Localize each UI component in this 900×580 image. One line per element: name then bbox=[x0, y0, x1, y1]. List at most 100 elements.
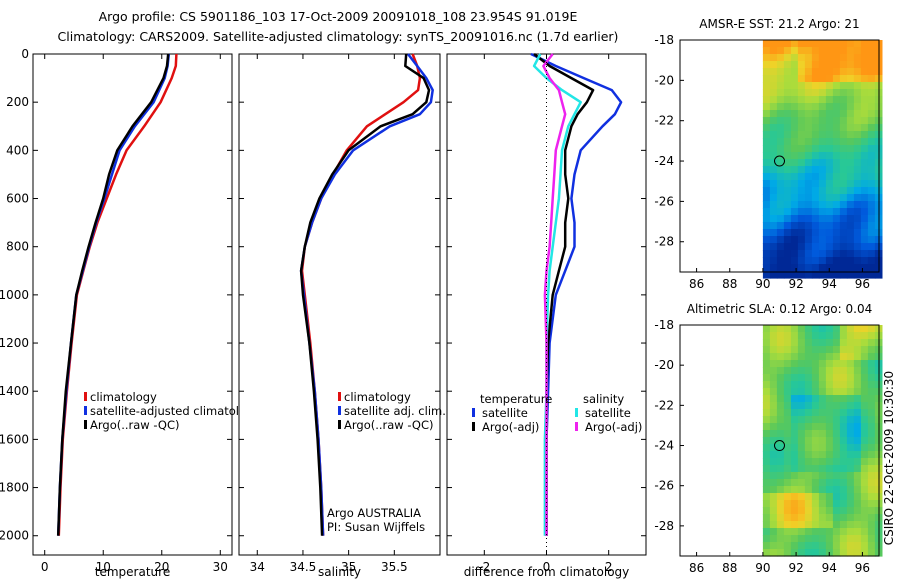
plot-frame bbox=[238, 53, 441, 556]
heatmap-cell bbox=[818, 180, 827, 188]
heatmap-cell bbox=[776, 124, 785, 132]
heatmap-cell bbox=[839, 61, 848, 69]
heatmap-cell bbox=[846, 61, 855, 69]
heatmap-cell bbox=[839, 332, 848, 340]
heatmap-cell bbox=[867, 117, 876, 125]
heatmap-cell bbox=[860, 82, 869, 90]
heatmap-cell bbox=[832, 535, 841, 543]
heatmap-cell bbox=[846, 549, 855, 557]
heatmap-cell bbox=[825, 542, 834, 550]
heatmap-cell bbox=[776, 61, 785, 69]
heatmap-cell bbox=[825, 194, 834, 202]
heatmap-cell bbox=[776, 215, 785, 223]
heatmap-cell bbox=[853, 423, 862, 431]
heatmap-cell bbox=[832, 131, 841, 139]
heatmap-cell bbox=[797, 360, 806, 368]
heatmap-cell bbox=[762, 194, 771, 202]
heatmap-cell bbox=[797, 367, 806, 375]
y-tick-label: 1000 bbox=[0, 288, 29, 302]
heatmap-cell bbox=[783, 381, 792, 389]
heatmap-cell bbox=[832, 381, 841, 389]
heatmap-cell bbox=[811, 131, 820, 139]
heatmap-cell bbox=[769, 416, 778, 424]
heatmap-cell bbox=[762, 180, 771, 188]
heatmap-cell bbox=[776, 381, 785, 389]
heatmap-cell bbox=[790, 514, 799, 522]
heatmap-cell bbox=[762, 201, 771, 209]
heatmap-cell bbox=[832, 110, 841, 118]
legend-swatch bbox=[472, 408, 475, 417]
heatmap-cell bbox=[769, 521, 778, 529]
heatmap-cell bbox=[825, 236, 834, 244]
heatmap-cell bbox=[825, 332, 834, 340]
heatmap-cell bbox=[846, 131, 855, 139]
heatmap-cell bbox=[804, 507, 813, 515]
heatmap-cell bbox=[783, 360, 792, 368]
heatmap-cell bbox=[776, 47, 785, 55]
heatmap-cell bbox=[804, 521, 813, 529]
heatmap-cell bbox=[783, 61, 792, 69]
heatmap-cell bbox=[783, 339, 792, 347]
heatmap-cell bbox=[769, 514, 778, 522]
heatmap-cell bbox=[860, 257, 869, 265]
heatmap-cell bbox=[860, 339, 869, 347]
heatmap-cell bbox=[867, 131, 876, 139]
heatmap-cell bbox=[846, 208, 855, 216]
heatmap-cell bbox=[804, 395, 813, 403]
heatmap-cell bbox=[769, 243, 778, 251]
heatmap-cell bbox=[853, 402, 862, 410]
heatmap-cell bbox=[860, 409, 869, 417]
heatmap-cell bbox=[762, 68, 771, 76]
heatmap-cell bbox=[818, 437, 827, 445]
heatmap-cell bbox=[839, 346, 848, 354]
heatmap-cell bbox=[853, 131, 862, 139]
heatmap-cell bbox=[846, 152, 855, 160]
heatmap-cell bbox=[825, 381, 834, 389]
heatmap-cell bbox=[811, 229, 820, 237]
heatmap-cell bbox=[797, 96, 806, 104]
heatmap-cell bbox=[783, 103, 792, 111]
heatmap-cell bbox=[818, 479, 827, 487]
heatmap-cell bbox=[762, 110, 771, 118]
heatmap-cell bbox=[769, 215, 778, 223]
heatmap-cell bbox=[832, 332, 841, 340]
heatmap-cell bbox=[776, 486, 785, 494]
heatmap-cell bbox=[832, 339, 841, 347]
heatmap-cell bbox=[783, 395, 792, 403]
heatmap-cell bbox=[818, 124, 827, 132]
heatmap-cell bbox=[804, 75, 813, 83]
heatmap-cell bbox=[776, 250, 785, 258]
heatmap-cell bbox=[783, 465, 792, 473]
legend-label: climatology bbox=[344, 390, 411, 404]
heatmap-cell bbox=[818, 451, 827, 459]
x-tick-label: 34.5 bbox=[290, 560, 317, 574]
heatmap-cell bbox=[776, 187, 785, 195]
heatmap-cell bbox=[776, 542, 785, 550]
legend-swatch bbox=[338, 406, 341, 415]
heatmap-cell bbox=[818, 458, 827, 466]
heatmap-cell bbox=[853, 215, 862, 223]
heatmap-cell bbox=[762, 187, 771, 195]
heatmap-cell bbox=[783, 201, 792, 209]
heatmap-cell bbox=[860, 40, 869, 48]
heatmap-cell bbox=[860, 173, 869, 181]
heatmap-cell bbox=[797, 194, 806, 202]
heatmap-cell bbox=[811, 208, 820, 216]
heatmap-cell bbox=[783, 507, 792, 515]
heatmap-cell bbox=[769, 451, 778, 459]
heatmap-cell bbox=[832, 521, 841, 529]
heatmap-cell bbox=[860, 416, 869, 424]
x-tick-label: 88 bbox=[722, 277, 737, 291]
heatmap-cell bbox=[867, 332, 876, 340]
heatmap-cell bbox=[832, 82, 841, 90]
heatmap-cell bbox=[818, 75, 827, 83]
heatmap-cell bbox=[832, 444, 841, 452]
x-axis-label: difference from climatology bbox=[464, 565, 630, 579]
heatmap-cell bbox=[776, 374, 785, 382]
heatmap-cell bbox=[804, 430, 813, 438]
heatmap-cell bbox=[783, 367, 792, 375]
heatmap-cell bbox=[860, 243, 869, 251]
heatmap-cell bbox=[839, 47, 848, 55]
heatmap-cell bbox=[790, 346, 799, 354]
